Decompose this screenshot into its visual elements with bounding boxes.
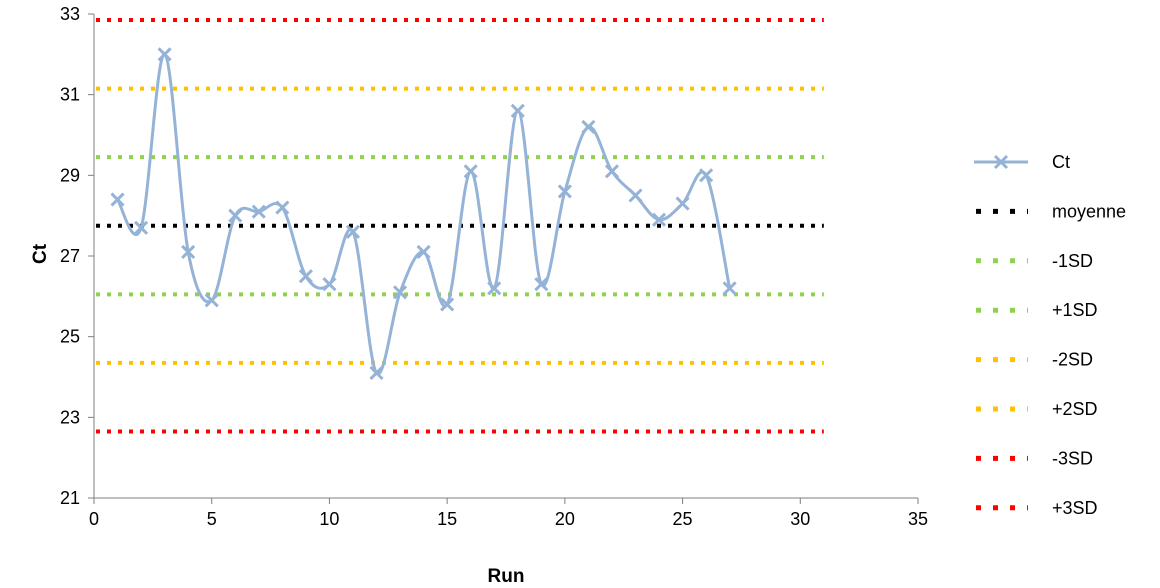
x-tick-label: 25	[673, 509, 693, 529]
legend-item-ct: Ct	[974, 152, 1070, 172]
series-ct	[110, 47, 737, 381]
data-point-marker	[651, 212, 667, 227]
legend-label-2sd: -2SD	[1052, 350, 1093, 370]
y-tick-label: 25	[60, 327, 80, 347]
legend-item-2sd: +2SD	[976, 399, 1098, 419]
data-point-marker	[675, 196, 690, 211]
data-point-marker	[110, 192, 125, 207]
data-point-marker	[604, 164, 620, 179]
data-point-marker	[251, 204, 266, 219]
x-tick-label: 35	[908, 509, 928, 529]
data-point-marker	[628, 188, 643, 203]
data-point-marker	[275, 200, 290, 215]
data-point-marker	[510, 103, 525, 118]
legend-item-1sd: -1SD	[976, 251, 1093, 271]
legend-label-1sd: +1SD	[1052, 300, 1098, 320]
legend-label-ct: Ct	[1052, 152, 1070, 172]
y-tick-label: 31	[60, 85, 80, 105]
data-point-marker	[416, 244, 431, 260]
data-point-marker	[463, 164, 478, 179]
data-point-marker	[228, 208, 243, 223]
y-axis-title: Ct	[30, 243, 51, 264]
y-tick-label: 21	[60, 488, 80, 508]
data-point-marker	[487, 281, 502, 296]
legend-label-moyenne: moyenne	[1052, 201, 1126, 221]
x-tick-label: 20	[555, 509, 575, 529]
legend-item-3sd: -3SD	[976, 448, 1093, 468]
legend-label-3sd: -3SD	[1052, 448, 1093, 468]
x-tick-label: 10	[319, 509, 339, 529]
legend-item-moyenne: moyenne	[976, 201, 1126, 221]
data-point-marker	[699, 168, 714, 183]
data-point-marker	[557, 184, 572, 199]
legend-label-2sd: +2SD	[1052, 399, 1098, 419]
data-point-marker	[581, 119, 596, 134]
y-tick-label: 27	[60, 246, 80, 266]
data-point-marker	[181, 244, 196, 260]
legend-label-3sd: +3SD	[1052, 498, 1098, 518]
data-point-marker	[322, 277, 337, 292]
data-point-marker	[440, 297, 455, 312]
y-tick-label: 33	[60, 4, 80, 24]
x-tick-label: 15	[437, 509, 457, 529]
data-point-marker	[157, 47, 172, 62]
data-point-marker	[345, 224, 361, 239]
axes	[88, 13, 919, 504]
data-point-marker	[392, 285, 408, 300]
tick-labels: 21 23 25 27 29 31 33 0 5 10 15 20 25 30 35	[60, 4, 928, 529]
data-point-marker	[298, 269, 313, 284]
data-point-marker	[204, 293, 219, 308]
y-tick-label: 29	[60, 165, 80, 185]
data-point-marker	[722, 281, 737, 296]
data-point-marker	[134, 220, 149, 235]
data-point-marker	[369, 365, 384, 381]
data-point-marker	[534, 277, 549, 292]
legend-item-1sd: +1SD	[976, 300, 1098, 320]
legend-label-1sd: -1SD	[1052, 251, 1093, 271]
x-tick-label: 5	[207, 509, 217, 529]
legend-item-2sd: -2SD	[976, 350, 1093, 370]
series-line-ct	[116, 52, 732, 376]
x-tick-label: 0	[89, 509, 99, 529]
x-tick-label: 30	[790, 509, 810, 529]
x-axis-title: Run	[488, 566, 525, 587]
legend-marker-ct	[993, 154, 1009, 170]
legend: Ct moyenne -1SD +1SD -2SD +2SD -3SD +3SD	[974, 152, 1126, 518]
y-tick-label: 23	[60, 407, 80, 427]
legend-item-3sd: +3SD	[976, 498, 1098, 518]
